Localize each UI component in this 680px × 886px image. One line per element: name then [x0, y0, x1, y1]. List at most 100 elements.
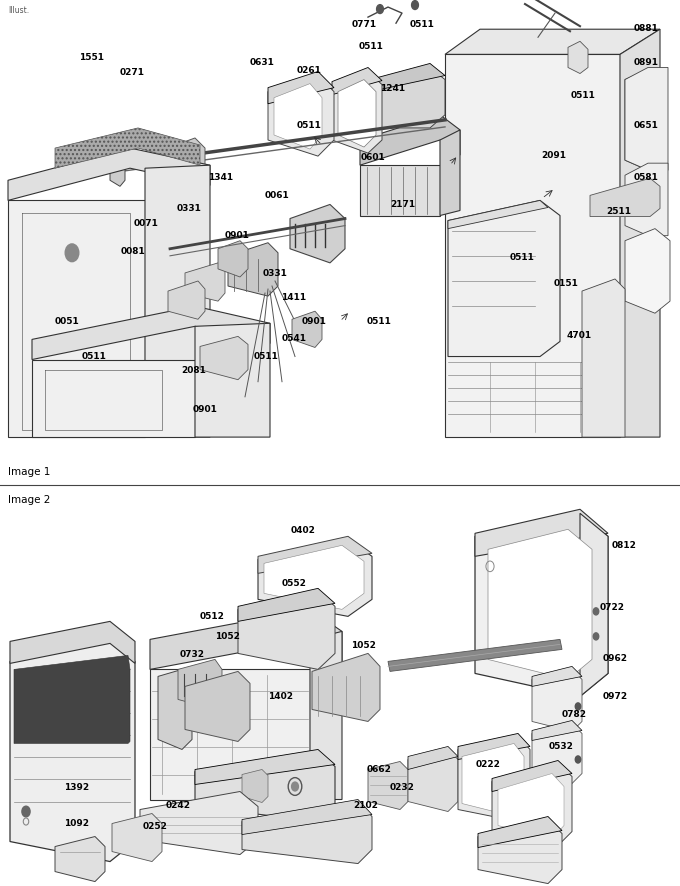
Text: 0511: 0511	[82, 352, 106, 361]
Text: 4701: 4701	[567, 330, 592, 339]
Polygon shape	[242, 770, 268, 803]
Polygon shape	[620, 30, 660, 438]
Text: 1411: 1411	[282, 292, 306, 301]
Polygon shape	[568, 43, 588, 74]
Polygon shape	[32, 307, 270, 360]
Text: 1392: 1392	[64, 782, 88, 791]
Polygon shape	[532, 720, 582, 741]
Text: Image 2: Image 2	[8, 494, 50, 504]
Circle shape	[292, 782, 299, 791]
Polygon shape	[55, 128, 200, 169]
Polygon shape	[492, 760, 572, 791]
Circle shape	[575, 756, 581, 763]
Polygon shape	[458, 734, 530, 759]
Circle shape	[593, 633, 598, 641]
Polygon shape	[532, 724, 582, 783]
Polygon shape	[238, 592, 335, 670]
Circle shape	[593, 608, 598, 615]
Polygon shape	[408, 747, 458, 770]
Text: 0512: 0512	[200, 611, 224, 620]
Polygon shape	[462, 743, 524, 817]
Polygon shape	[488, 530, 592, 680]
Polygon shape	[274, 84, 322, 150]
Polygon shape	[218, 241, 248, 277]
Polygon shape	[475, 509, 608, 556]
Text: 0891: 0891	[634, 58, 658, 66]
Polygon shape	[498, 773, 564, 838]
Text: 0061: 0061	[265, 190, 290, 199]
Polygon shape	[242, 799, 372, 835]
Text: Illust.: Illust.	[8, 6, 29, 15]
Polygon shape	[532, 670, 582, 732]
Polygon shape	[268, 73, 334, 105]
Text: 0511: 0511	[571, 91, 596, 100]
Polygon shape	[110, 153, 125, 187]
Text: 0261: 0261	[297, 66, 322, 75]
Text: 2171: 2171	[390, 199, 415, 208]
Circle shape	[22, 806, 30, 817]
Circle shape	[377, 5, 384, 14]
Polygon shape	[195, 324, 270, 438]
Text: 0541: 0541	[282, 334, 306, 343]
Polygon shape	[258, 540, 372, 617]
Text: 0962: 0962	[603, 653, 628, 662]
Polygon shape	[338, 81, 376, 148]
Polygon shape	[238, 588, 335, 622]
Polygon shape	[370, 68, 445, 128]
Text: 0722: 0722	[600, 602, 624, 611]
Text: 0271: 0271	[120, 68, 145, 77]
Text: 2102: 2102	[354, 800, 378, 809]
Polygon shape	[625, 70, 658, 171]
Polygon shape	[360, 116, 460, 166]
Text: 1341: 1341	[209, 173, 233, 182]
Text: 1092: 1092	[64, 818, 88, 827]
Text: 0901: 0901	[302, 316, 326, 325]
Text: 0771: 0771	[352, 20, 376, 29]
Text: 0511: 0511	[409, 20, 434, 29]
Text: 0331: 0331	[177, 204, 201, 213]
Text: 0071: 0071	[134, 219, 158, 228]
Polygon shape	[475, 514, 608, 696]
Text: 0881: 0881	[634, 24, 658, 33]
Polygon shape	[448, 201, 548, 229]
Text: 0252: 0252	[143, 821, 167, 830]
Polygon shape	[200, 337, 248, 380]
Polygon shape	[448, 201, 560, 357]
Text: 0651: 0651	[634, 121, 658, 130]
Polygon shape	[580, 514, 608, 696]
Polygon shape	[185, 672, 250, 742]
Text: 0232: 0232	[390, 782, 415, 791]
Text: 0331: 0331	[263, 268, 288, 277]
Polygon shape	[440, 131, 460, 216]
Polygon shape	[195, 751, 335, 821]
Text: 0081: 0081	[120, 247, 145, 256]
Polygon shape	[625, 164, 668, 237]
Polygon shape	[10, 641, 135, 861]
Polygon shape	[388, 640, 562, 672]
Text: 0511: 0511	[367, 316, 392, 325]
Polygon shape	[168, 282, 205, 320]
Polygon shape	[264, 546, 364, 610]
Text: 0901: 0901	[224, 230, 249, 239]
Text: 1052: 1052	[216, 632, 240, 641]
Text: 1402: 1402	[268, 691, 292, 700]
Text: 1052: 1052	[352, 641, 376, 649]
Text: 1551: 1551	[80, 53, 104, 62]
Polygon shape	[140, 791, 258, 855]
Polygon shape	[445, 30, 660, 55]
Text: 0972: 0972	[603, 691, 628, 700]
Text: 0151: 0151	[554, 279, 578, 288]
Text: 0511: 0511	[510, 253, 534, 261]
Text: 0402: 0402	[290, 525, 315, 534]
Polygon shape	[445, 55, 620, 438]
Text: 0511: 0511	[358, 42, 383, 51]
Polygon shape	[112, 813, 162, 861]
Polygon shape	[368, 762, 408, 810]
Polygon shape	[268, 76, 334, 157]
Polygon shape	[8, 201, 145, 438]
Polygon shape	[228, 244, 278, 297]
Circle shape	[575, 703, 581, 711]
Text: 0782: 0782	[562, 709, 587, 718]
Text: 0552: 0552	[282, 579, 306, 587]
Polygon shape	[332, 68, 382, 96]
